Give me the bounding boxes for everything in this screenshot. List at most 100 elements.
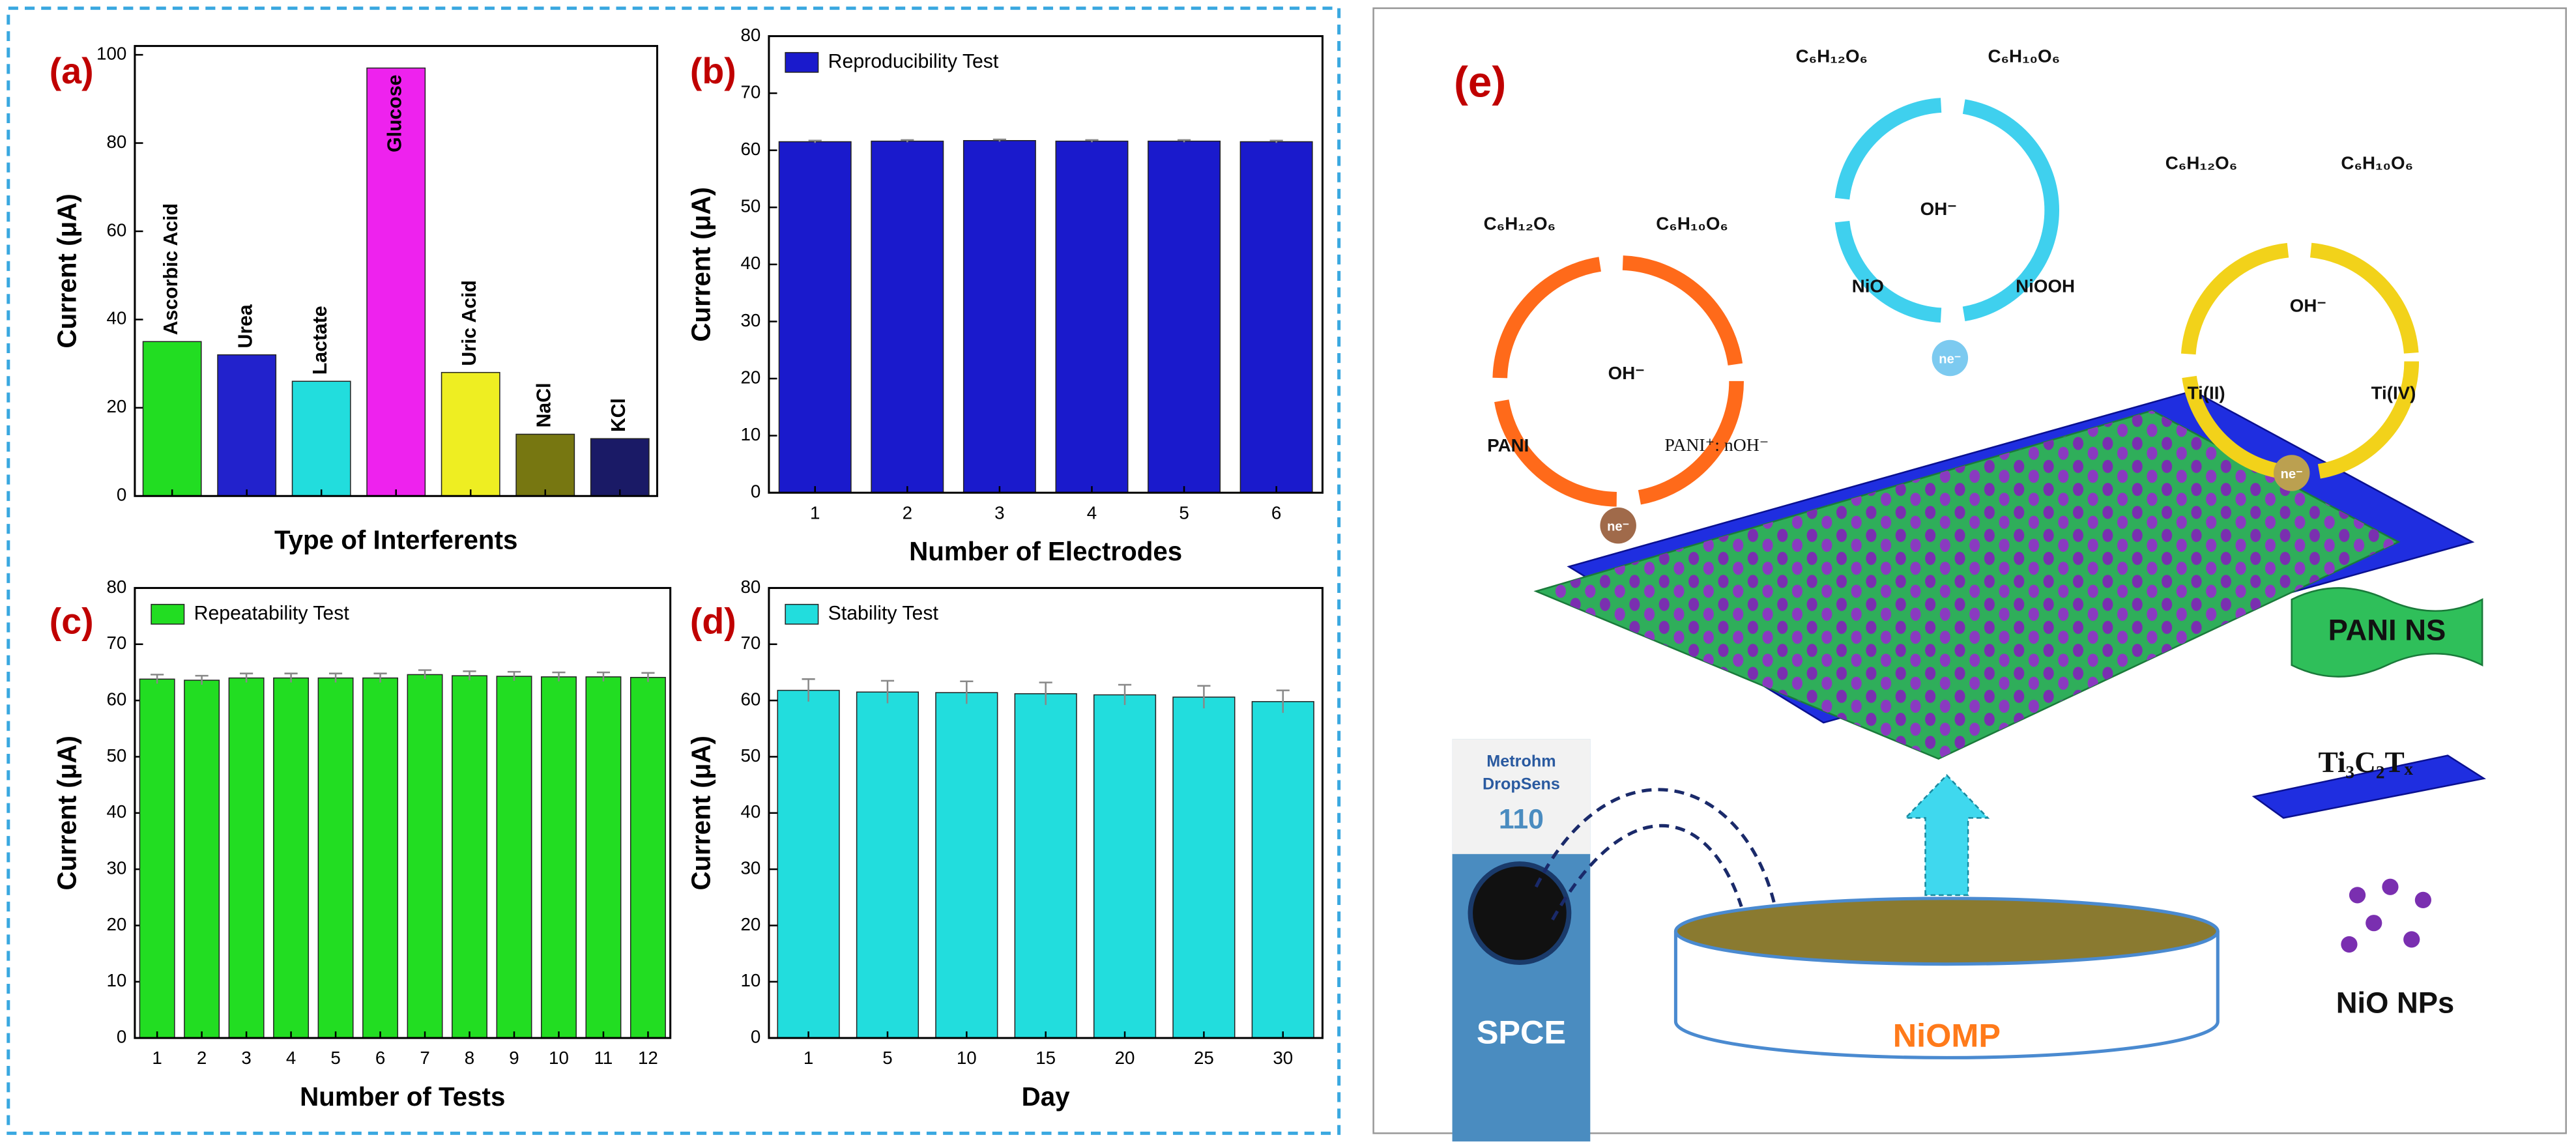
bar xyxy=(935,692,998,1039)
bar-label: Glucose xyxy=(384,75,406,152)
bar xyxy=(777,689,840,1039)
y-tick-label: 70 xyxy=(740,81,760,102)
x-tick-label: 5 xyxy=(330,1048,340,1068)
formula: C₆H₁₀O₆ xyxy=(2341,152,2413,173)
bar xyxy=(184,680,220,1039)
x-tick-label: 3 xyxy=(994,502,1004,523)
x-tick-label: 2 xyxy=(903,502,912,523)
bar xyxy=(630,676,666,1039)
bar xyxy=(856,691,919,1039)
y-tick-label: 0 xyxy=(751,1026,760,1046)
bar xyxy=(541,676,577,1039)
up-arrow xyxy=(1903,774,1990,897)
y-tick-label: 40 xyxy=(106,308,126,328)
y-tick-label: 80 xyxy=(740,577,760,597)
dashed-arrow xyxy=(1534,788,1776,904)
x-tick-label: 9 xyxy=(509,1048,519,1068)
legend-swatch xyxy=(151,603,185,625)
bar xyxy=(362,677,399,1039)
y-tick-label: 0 xyxy=(117,1026,126,1046)
bar xyxy=(317,677,354,1039)
y-tick-label: 30 xyxy=(740,310,760,330)
middle-cycle-arrow xyxy=(1834,97,2060,323)
y-tick-label: 100 xyxy=(96,43,126,63)
electron-ball xyxy=(1932,339,1969,377)
y-tick-label: 20 xyxy=(106,914,126,934)
species: NiOOH xyxy=(2016,276,2075,296)
legend-label: PANI NS xyxy=(2328,613,2446,646)
plot-frame xyxy=(134,45,659,497)
species: PANI xyxy=(1487,435,1529,455)
y-tick-label: 20 xyxy=(106,396,126,416)
legend-swatch xyxy=(785,51,819,73)
y-tick-label: 80 xyxy=(106,577,126,597)
x-axis-label: Day xyxy=(1022,1082,1071,1112)
bar xyxy=(1148,140,1221,493)
formula: C₆H₁₀O₆ xyxy=(1988,46,2060,66)
species: Ti(II) xyxy=(2188,382,2225,403)
left-cycle-arrow xyxy=(1492,255,1744,507)
x-tick-label: 1 xyxy=(152,1048,162,1068)
electrode-model: 110 xyxy=(1499,804,1544,835)
bar xyxy=(139,678,175,1039)
y-tick-label: 70 xyxy=(740,633,760,653)
legend-label: Stability Test xyxy=(828,603,939,624)
bar xyxy=(590,438,650,497)
cycles xyxy=(1492,97,2420,507)
nio-icon xyxy=(2341,878,2431,953)
electrode-brand: Metrohm xyxy=(1486,752,1556,770)
formula: C₆H₁₂O₆ xyxy=(1796,46,1868,66)
species: OH⁻ xyxy=(1920,199,1957,219)
electrode-head xyxy=(1452,739,1591,854)
y-tick-label: 30 xyxy=(740,857,760,878)
species: Ti(IV) xyxy=(2371,382,2416,403)
y-tick-label: 40 xyxy=(106,801,126,822)
bar xyxy=(1055,140,1129,493)
bar xyxy=(585,676,622,1039)
x-tick-label: 8 xyxy=(465,1048,474,1068)
species: OH⁻ xyxy=(1608,363,1645,383)
bar xyxy=(452,675,487,1039)
bar xyxy=(1014,693,1077,1039)
x-tick-label: 4 xyxy=(286,1048,296,1068)
legend-swatch xyxy=(785,603,819,625)
panel-label: (c) xyxy=(50,601,94,642)
right-frame xyxy=(1372,7,2567,1134)
y-axis-label: Current (μA) xyxy=(52,736,82,890)
bar xyxy=(871,140,944,493)
bar xyxy=(441,371,500,497)
y-axis-label: Current (μA) xyxy=(686,736,716,891)
bar xyxy=(142,341,202,497)
y-tick-label: 50 xyxy=(106,745,126,766)
x-tick-label: 12 xyxy=(638,1048,658,1068)
x-tick-label: 30 xyxy=(1273,1048,1293,1068)
x-tick-label: 25 xyxy=(1194,1048,1214,1068)
y-tick-label: 80 xyxy=(106,132,126,152)
y-tick-label: 60 xyxy=(740,139,760,159)
x-tick-label: 1 xyxy=(803,1048,813,1068)
y-tick-label: 10 xyxy=(106,970,126,990)
species: NiO xyxy=(1852,276,1884,296)
x-tick-label: 20 xyxy=(1115,1048,1135,1068)
x-tick-label: 5 xyxy=(882,1048,892,1068)
electron: ne⁻ xyxy=(1607,520,1629,534)
dish xyxy=(1673,931,2220,1059)
x-tick-label: 10 xyxy=(549,1048,569,1068)
x-tick-label: 1 xyxy=(810,502,820,523)
electrode-name: SPCE xyxy=(1477,1013,1566,1050)
panel-label: (d) xyxy=(690,601,736,642)
y-tick-label: 10 xyxy=(740,970,760,990)
bar xyxy=(273,677,310,1039)
y-axis-label: Current (μA) xyxy=(52,194,82,349)
x-tick-label: 6 xyxy=(1271,502,1281,523)
legend-label: NiO NPs xyxy=(2336,986,2454,1020)
legend-label: Ti₃C₂Tₓ xyxy=(2319,746,2414,779)
electron: ne⁻ xyxy=(1939,352,1961,366)
dish-label: NiOMP xyxy=(1893,1016,2001,1054)
bar-label: Urea xyxy=(235,304,257,348)
x-tick-label: 2 xyxy=(197,1048,207,1068)
bar-label: NaCl xyxy=(534,383,555,428)
x-tick-label: 15 xyxy=(1035,1048,1056,1068)
